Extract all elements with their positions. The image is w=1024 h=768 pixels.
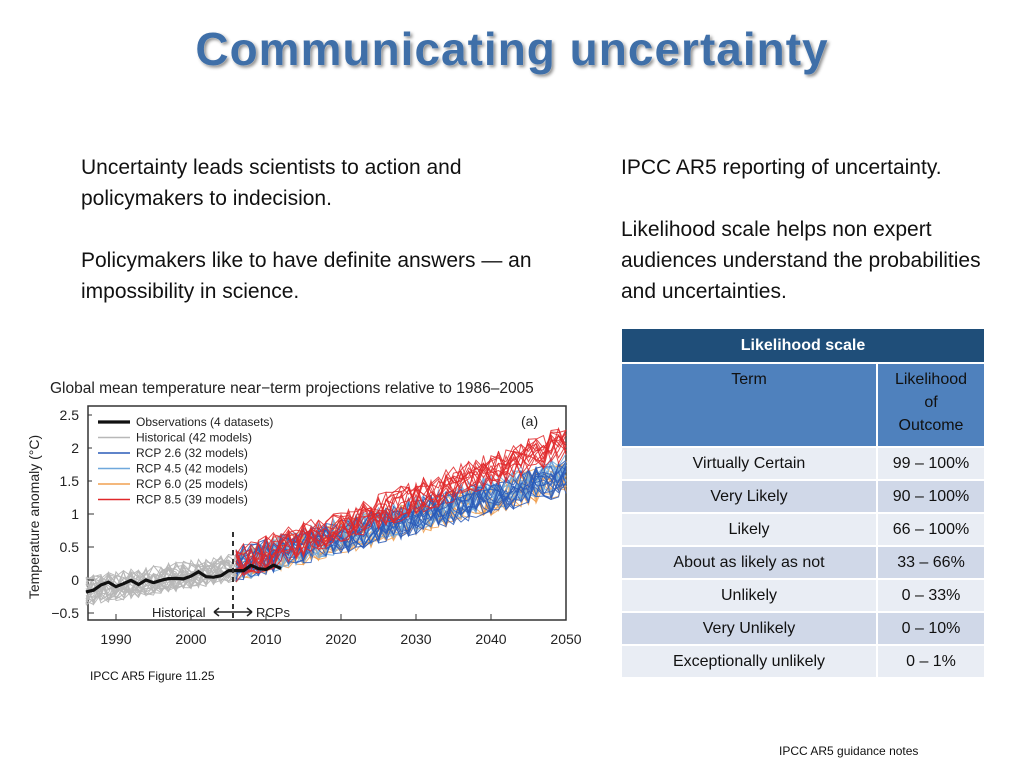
annotation-arrow — [213, 607, 253, 617]
y-tick-label: 1.5 — [60, 473, 80, 489]
figure-ylabel: Temperature anomaly (°C) — [26, 435, 42, 599]
annotation-historical: Historical — [152, 605, 206, 620]
legend-label: RCP 6.0 (25 models) — [136, 477, 248, 491]
column-header-likelihood-line1: Likelihood — [894, 371, 968, 388]
legend-background — [92, 410, 290, 510]
column-header-likelihood-line3: Outcome — [898, 417, 964, 434]
right-paragraph-2: Likelihood scale helps non expert audien… — [621, 218, 981, 303]
left-paragraph-1: Uncertainty leads scientists to action a… — [81, 156, 462, 210]
table-row: Virtually Certain 99 – 100% — [620, 446, 986, 481]
slide-title: Communicating uncertainty — [195, 23, 829, 75]
right-text-block: IPCC AR5 reporting of uncertainty. Likel… — [621, 152, 1001, 338]
legend-label: Observations (4 datasets) — [136, 415, 273, 429]
historical-run-line — [85, 561, 237, 606]
table-cell-term: About as likely as not — [620, 545, 878, 580]
table-row: Exceptionally unlikely 0 – 1% — [620, 644, 986, 679]
table-cell-range: 99 – 100% — [876, 446, 986, 481]
figure-title: Global mean temperature near−term projec… — [50, 380, 534, 397]
annotation-rcps: RCPs — [256, 605, 290, 620]
table-cell-range: 0 – 33% — [876, 578, 986, 613]
rcp-run-line — [235, 443, 567, 574]
legend-label: RCP 2.6 (32 models) — [136, 446, 248, 460]
column-header-likelihood: Likelihood of Outcome — [876, 362, 986, 448]
rcp-run-line — [235, 433, 567, 577]
x-tick-label: 1990 — [100, 631, 131, 647]
guidance-notes-caption: IPCC AR5 guidance notes — [779, 744, 919, 758]
y-tick-label: 0 — [71, 572, 79, 588]
x-tick-label: 2050 — [550, 631, 581, 647]
y-tick-label: 2 — [71, 440, 79, 456]
y-tick-label: 1 — [71, 506, 79, 522]
x-tick-label: 2040 — [475, 631, 506, 647]
y-axis-ticks: 2.5 2 1.5 1 0.5 0 −0.5 — [51, 407, 94, 621]
likelihood-table-title: Likelihood scale — [620, 327, 986, 364]
legend-label: RCP 4.5 (42 models) — [136, 462, 248, 476]
ipcc-projection-figure: Global mean temperature near−term projec… — [26, 372, 602, 652]
table-row: Very Likely 90 – 100% — [620, 479, 986, 514]
table-cell-range: 33 – 66% — [876, 545, 986, 580]
x-tick-label: 2020 — [325, 631, 356, 647]
table-cell-range: 90 – 100% — [876, 479, 986, 514]
table-cell-range: 0 – 10% — [876, 611, 986, 646]
historical-run-line — [85, 563, 237, 602]
y-tick-label: 2.5 — [60, 407, 80, 423]
historical-run-line — [85, 557, 237, 602]
historical-run-line — [85, 554, 237, 604]
rcp-run-line — [235, 430, 567, 583]
x-axis-ticks: 1990 2000 2010 2020 2030 2040 2050 — [100, 614, 582, 647]
likelihood-table: Likelihood scale Term Likelihood of Outc… — [620, 327, 986, 679]
table-row: Unlikely 0 – 33% — [620, 578, 986, 613]
rcp-run-line — [235, 434, 567, 569]
table-row: About as likely as not 33 – 66% — [620, 545, 986, 580]
figure-caption: IPCC AR5 Figure 11.25 — [90, 669, 215, 683]
left-text-block: Uncertainty leads scientists to action a… — [81, 152, 561, 338]
column-header-likelihood-line2: of — [924, 394, 938, 411]
table-cell-range: 66 – 100% — [876, 512, 986, 547]
model-runs — [85, 426, 567, 606]
legend-label: RCP 8.5 (39 models) — [136, 493, 248, 507]
y-tick-label: 0.5 — [60, 539, 80, 555]
table-cell-term: Virtually Certain — [620, 446, 878, 481]
table-cell-term: Unlikely — [620, 578, 878, 613]
right-paragraph-1: IPCC AR5 reporting of uncertainty. — [621, 156, 942, 179]
x-tick-label: 2010 — [250, 631, 281, 647]
legend-label: Historical (42 models) — [136, 431, 252, 445]
observations-line — [85, 563, 282, 594]
figure-legend: Observations (4 datasets) Historical (42 … — [92, 410, 290, 510]
x-tick-label: 2000 — [175, 631, 206, 647]
table-cell-term: Very Likely — [620, 479, 878, 514]
table-row: Likely 66 – 100% — [620, 512, 986, 547]
left-paragraph-2: Policymakers like to have definite answe… — [81, 249, 532, 303]
panel-label: (a) — [521, 413, 538, 429]
rcp-run-line — [235, 429, 567, 574]
x-tick-label: 2030 — [400, 631, 431, 647]
column-header-term: Term — [620, 362, 878, 448]
y-tick-label: −0.5 — [51, 605, 79, 621]
table-cell-term: Very Unlikely — [620, 611, 878, 646]
table-cell-term: Likely — [620, 512, 878, 547]
table-cell-range: 0 – 1% — [876, 644, 986, 679]
table-cell-term: Exceptionally unlikely — [620, 644, 878, 679]
table-row: Very Unlikely 0 – 10% — [620, 611, 986, 646]
